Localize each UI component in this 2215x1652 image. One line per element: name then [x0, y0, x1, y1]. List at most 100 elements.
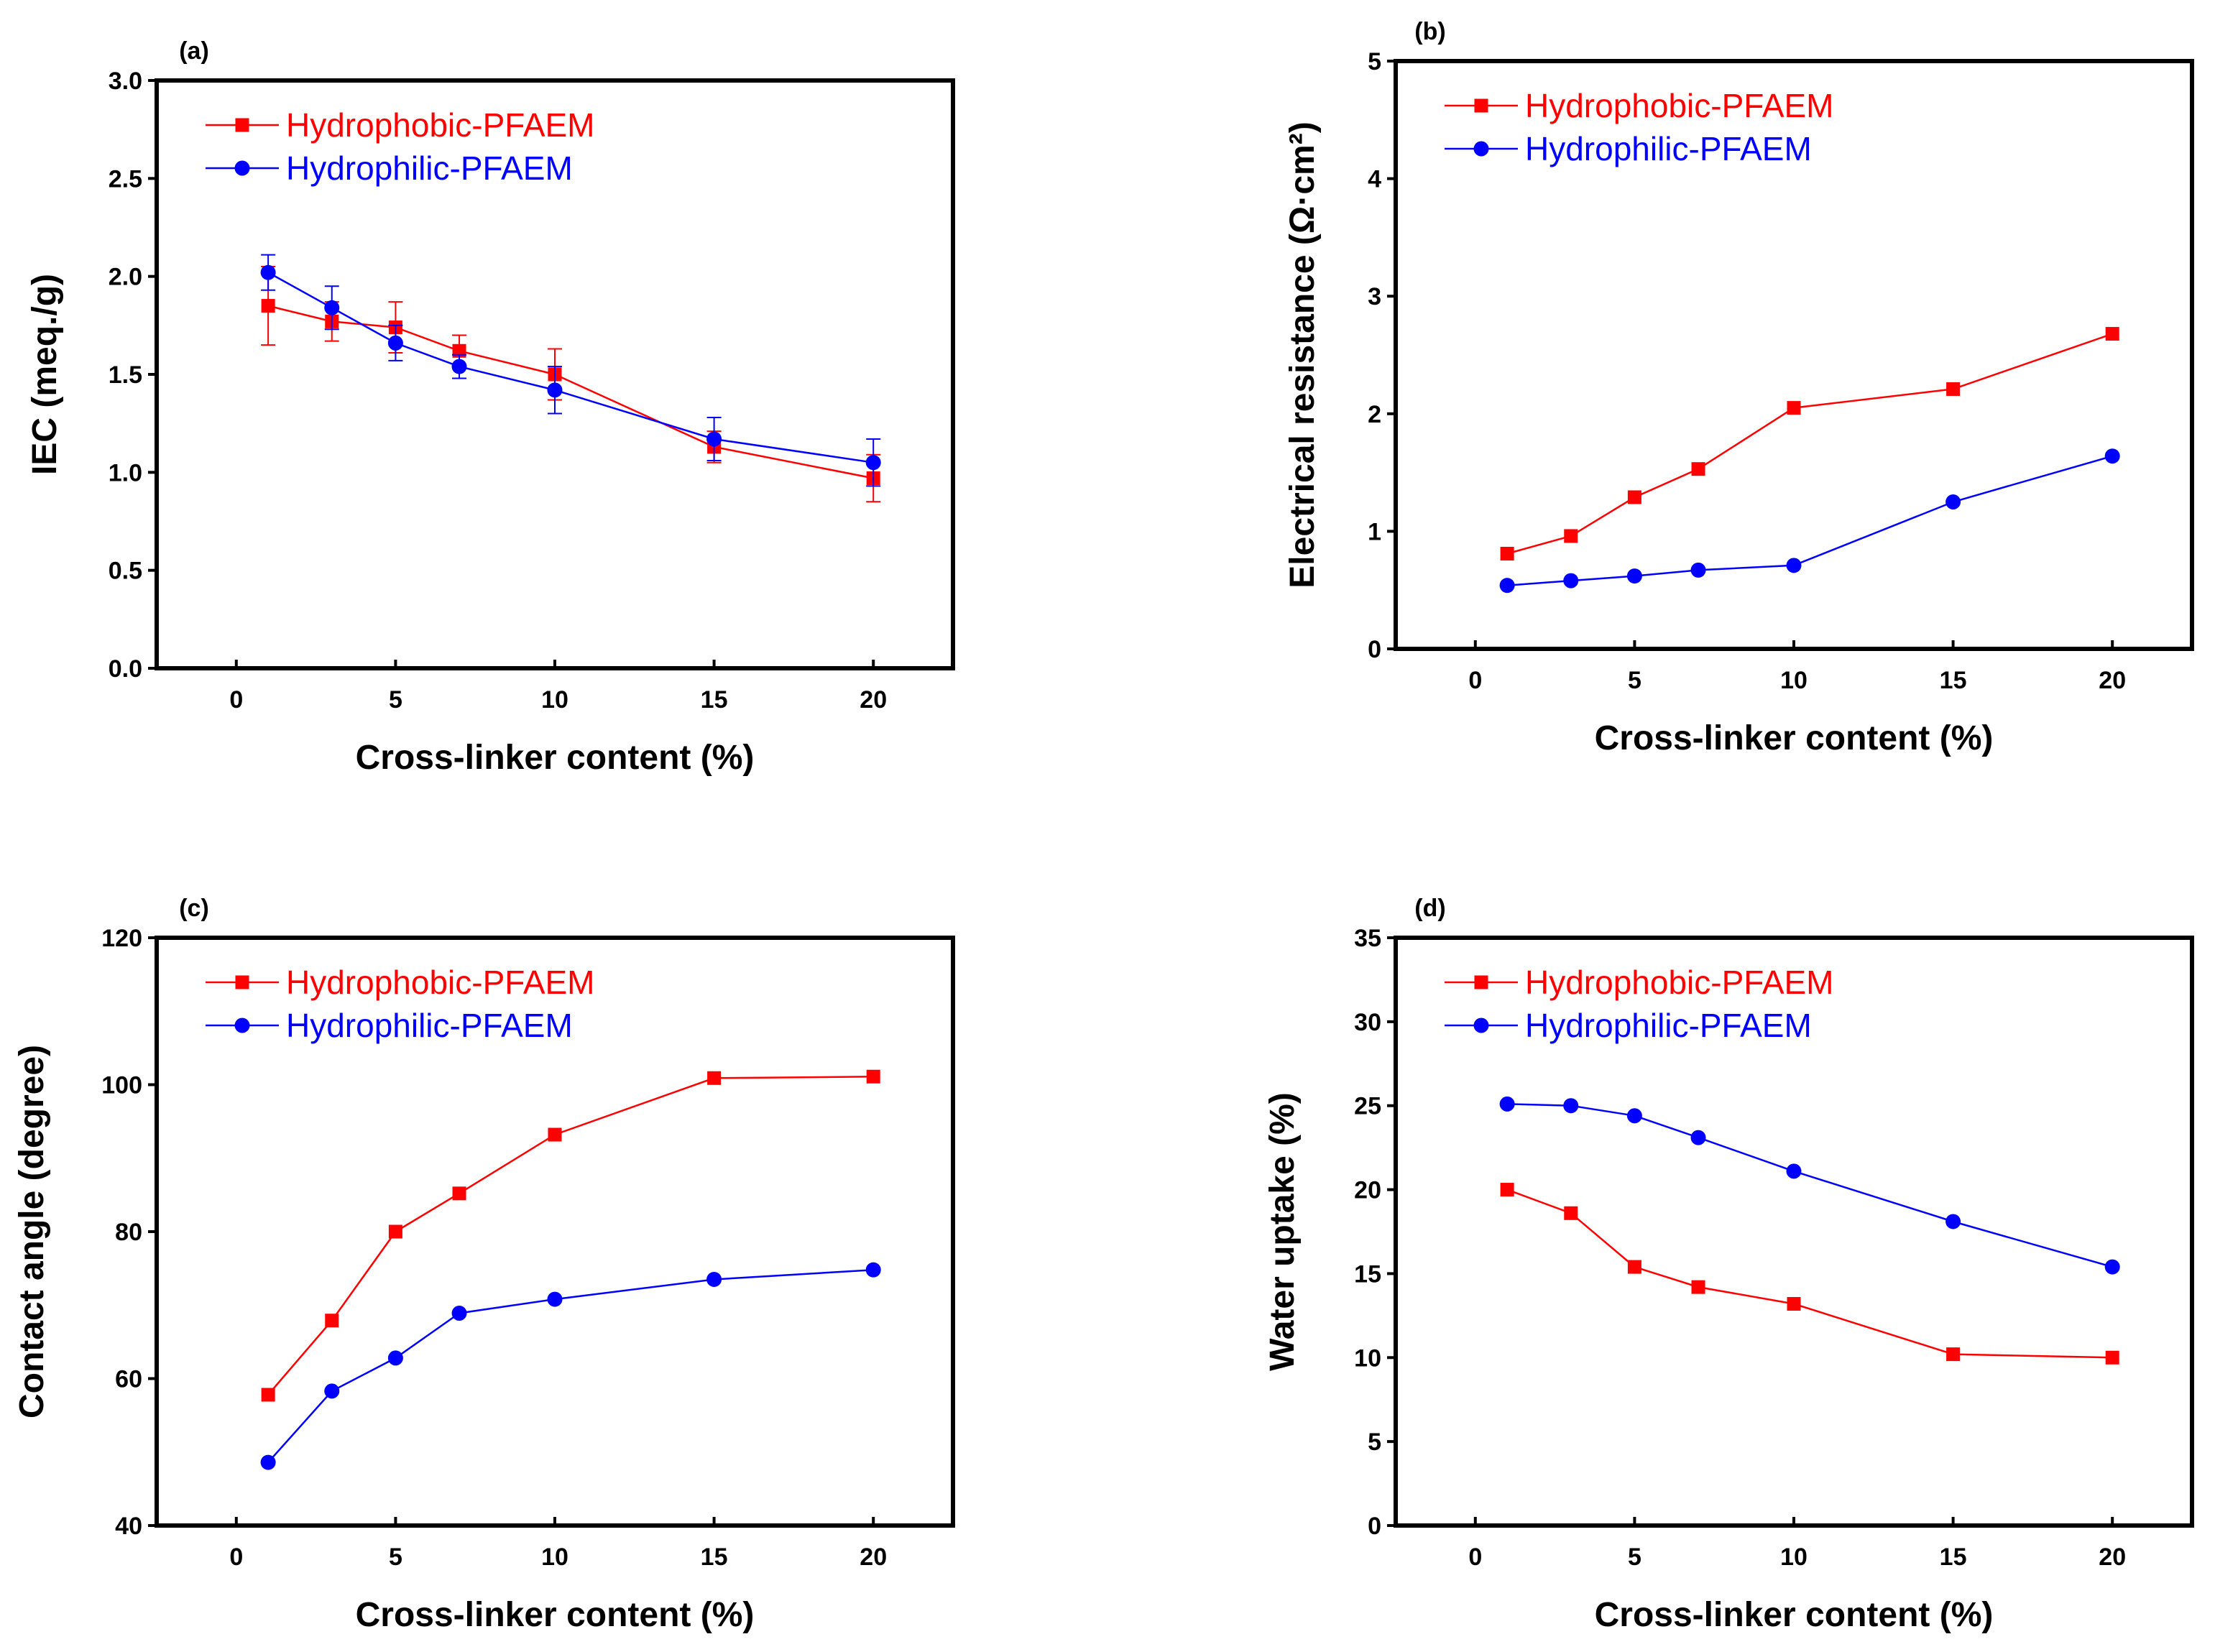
- legend-item: Hydrophobic-PFAEM: [206, 964, 595, 1001]
- legend-marker: [234, 160, 250, 176]
- data-point: [865, 455, 881, 471]
- data-point: [324, 300, 340, 315]
- x-tick-label: 10: [541, 686, 568, 714]
- data-point: [388, 1224, 402, 1239]
- data-point: [451, 359, 467, 374]
- y-tick-label: 1.0: [109, 459, 142, 486]
- legend-marker: [1473, 1017, 1489, 1033]
- data-point: [866, 1069, 880, 1084]
- data-point: [451, 1305, 467, 1321]
- x-tick-label: 15: [701, 686, 728, 714]
- chart-panel-d: (d) 0 5 10 15 20 0 5 10 15 20 25 30 35 Cross-linker co…: [1263, 895, 2194, 1634]
- series-line: [1506, 1189, 2113, 1359]
- x-tick-label: 20: [2099, 1543, 2126, 1571]
- legend-marker: [234, 1017, 250, 1033]
- y-tick-label: 25: [1354, 1093, 1381, 1120]
- x-tick-label: 0: [229, 686, 243, 714]
- series-line: [1507, 1103, 2113, 1268]
- y-tick-label: 10: [1354, 1344, 1381, 1372]
- legend-item: Hydrophobic-PFAEM: [1445, 87, 1834, 124]
- chart-panel-a: (a) 0 5 10 15 20 0.0 0.5 1.0 1.5 2.0 2.5 3.0 Cross-li…: [26, 37, 955, 777]
- legend-item: Hydrophobic-PFAEM: [1445, 964, 1834, 1001]
- data-point: [1690, 1130, 1706, 1145]
- legend-marker: [235, 118, 249, 132]
- series-hydrophilic: [1499, 1096, 2120, 1275]
- x-tick-label: 0: [229, 1543, 243, 1571]
- x-axis-title: Cross-linker content (%): [1595, 719, 1994, 757]
- y-tick-label: 5: [1368, 1429, 1381, 1456]
- y-tick-label: 5: [1368, 48, 1381, 75]
- data-point: [387, 1350, 403, 1366]
- legend-marker: [1474, 975, 1488, 989]
- data-point: [2104, 448, 2120, 464]
- y-tick-label: 0.5: [109, 558, 142, 585]
- series-hydrophobic: [1500, 1183, 2119, 1365]
- data-point: [1946, 1347, 1961, 1362]
- panel-label: (b): [1414, 18, 1445, 45]
- data-point: [1563, 573, 1579, 589]
- data-point: [1500, 546, 1514, 560]
- y-tick-label: 20: [1354, 1177, 1381, 1204]
- legend-marker: [1473, 141, 1489, 157]
- data-point: [1787, 1296, 1801, 1311]
- data-point: [261, 299, 275, 313]
- y-tick-label: 3.0: [109, 68, 142, 95]
- legend-label: Hydrophobic-PFAEM: [286, 964, 595, 1001]
- legend-item: Hydrophilic-PFAEM: [1445, 130, 1812, 167]
- series-line: [267, 1268, 874, 1463]
- panel-label: (d): [1414, 895, 1445, 922]
- data-point: [1945, 494, 1961, 509]
- legend-label: Hydrophilic-PFAEM: [1525, 1007, 1812, 1044]
- data-point: [324, 1383, 340, 1399]
- series-hydrophobic: [261, 266, 881, 503]
- data-point: [1626, 1108, 1642, 1124]
- y-tick-label: 60: [115, 1366, 142, 1393]
- series-hydrophobic: [261, 1069, 880, 1402]
- y-tick-label: 1: [1368, 518, 1381, 545]
- data-point: [707, 1071, 722, 1085]
- series-hydrophilic: [260, 254, 881, 487]
- x-axis-title: Cross-linker content (%): [1595, 1596, 1994, 1634]
- data-point: [1786, 1163, 1802, 1179]
- data-point: [547, 382, 563, 398]
- data-point: [261, 1388, 275, 1402]
- x-axis-title: Cross-linker content (%): [356, 1596, 755, 1634]
- legend-label: Hydrophilic-PFAEM: [286, 149, 573, 187]
- data-point: [1627, 1260, 1641, 1274]
- panel-label: (a): [179, 37, 209, 65]
- y-tick-label: 0.0: [109, 655, 142, 683]
- series-hydrophilic: [260, 1262, 881, 1470]
- data-point: [1626, 568, 1642, 584]
- x-tick-label: 10: [1780, 667, 1808, 694]
- data-point: [1499, 1096, 1515, 1112]
- data-point: [1499, 578, 1515, 594]
- y-tick-label: 0: [1368, 1513, 1381, 1540]
- data-point: [706, 1271, 722, 1287]
- data-point: [1563, 1098, 1579, 1114]
- y-tick-label: 2.0: [109, 264, 142, 291]
- x-tick-label: 10: [541, 1543, 568, 1571]
- data-point: [1691, 462, 1705, 476]
- legend: Hydrophobic-PFAEM Hydrophilic-PFAEM: [206, 964, 595, 1044]
- y-tick-label: 4: [1368, 166, 1381, 193]
- series-line: [1506, 333, 2113, 555]
- panel-label: (c): [179, 895, 209, 922]
- y-axis-title: Electrical resistance (Ω·cm²): [1284, 121, 1322, 588]
- chart-panel-c: (c) 0 5 10 15 20 40 60 80 100 120 Cross-linker cont…: [13, 895, 955, 1634]
- y-tick-label: 35: [1354, 925, 1381, 952]
- data-point: [1627, 490, 1641, 504]
- x-tick-label: 15: [1940, 667, 1967, 694]
- data-point: [865, 1262, 881, 1278]
- y-tick-label: 30: [1354, 1009, 1381, 1036]
- x-tick-label: 0: [1468, 1543, 1482, 1571]
- data-point: [325, 1314, 339, 1328]
- data-point: [1787, 401, 1801, 415]
- y-tick-label: 1.5: [109, 361, 142, 389]
- x-tick-label: 0: [1468, 667, 1482, 694]
- y-axis-title: Water uptake (%): [1263, 1092, 1302, 1371]
- series-line: [1507, 455, 2113, 586]
- x-tick-label: 5: [389, 1543, 402, 1571]
- y-tick-label: 100: [101, 1072, 142, 1099]
- series-line: [267, 1076, 874, 1395]
